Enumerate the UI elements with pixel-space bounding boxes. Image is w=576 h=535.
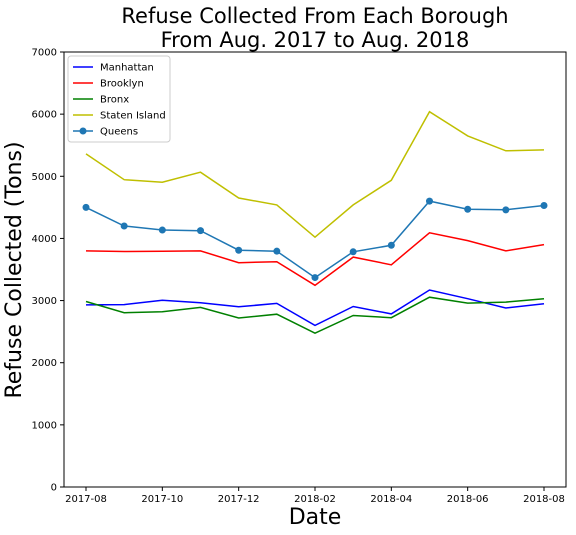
data-point-queens <box>158 226 166 234</box>
y-tick-label: 1000 <box>32 420 57 431</box>
legend-label-bronx: Bronx <box>100 95 129 106</box>
y-tick-label: 2000 <box>32 358 57 369</box>
chart-title-line-1: Refuse Collected From Each Borough <box>121 4 508 28</box>
x-tick-label: 2018-08 <box>523 494 565 505</box>
y-tick-label: 0 <box>51 483 57 494</box>
data-point-queens <box>502 206 510 214</box>
y-tick-label: 7000 <box>32 48 57 59</box>
series-layer <box>82 110 548 335</box>
y-tick-label: 3000 <box>32 296 57 307</box>
y-tick-label: 4000 <box>32 234 57 245</box>
data-point-queens <box>82 203 90 211</box>
data-point-queens <box>273 247 281 255</box>
y-tick-label: 6000 <box>32 110 57 121</box>
x-tick-label: 2017-10 <box>141 494 183 505</box>
x-axis-label: Date <box>289 505 342 530</box>
data-point-queens <box>349 248 357 256</box>
x-tick-label: 2018-02 <box>294 494 336 505</box>
legend-marker-queens <box>79 127 87 135</box>
x-tick-label: 2017-08 <box>65 494 107 505</box>
series-line-queens <box>85 200 545 279</box>
legend: Manhattan Brooklyn Bronx Staten Island Queen… <box>67 55 171 143</box>
legend-label-staten-island: Staten Island <box>100 111 166 122</box>
data-point-queens <box>387 241 395 249</box>
series-line-manhattan <box>85 289 545 327</box>
series-line-staten-island <box>85 110 545 239</box>
data-point-queens <box>464 205 472 213</box>
legend-label-manhattan: Manhattan <box>100 63 154 74</box>
y-tick-label: 5000 <box>32 172 57 183</box>
data-point-queens <box>311 274 319 282</box>
legend-label-brooklyn: Brooklyn <box>100 79 144 90</box>
legend-box <box>67 55 171 143</box>
x-tick-label: 2017-12 <box>218 494 260 505</box>
x-axis: 2017-08 2017-10 2017-12 2018-02 2018-04 2018-… <box>65 487 565 505</box>
data-point-queens <box>197 227 204 235</box>
chart-title-line-2: From Aug. 2017 to Aug. 2018 <box>161 28 470 52</box>
series-line-bronx <box>85 296 545 335</box>
data-point-queens <box>540 201 548 209</box>
x-tick-label: 2018-06 <box>447 494 489 505</box>
data-point-queens <box>426 197 433 205</box>
y-axis: 0 1000 2000 3000 4000 5000 6000 7000 <box>32 48 64 494</box>
x-tick-label: 2018-04 <box>370 494 412 505</box>
series-line-brooklyn <box>85 231 545 287</box>
y-axis-label: Refuse Collected (Tons) <box>2 141 27 398</box>
data-point-queens <box>120 222 128 230</box>
data-point-queens <box>235 246 243 254</box>
legend-label-queens: Queens <box>100 127 138 138</box>
